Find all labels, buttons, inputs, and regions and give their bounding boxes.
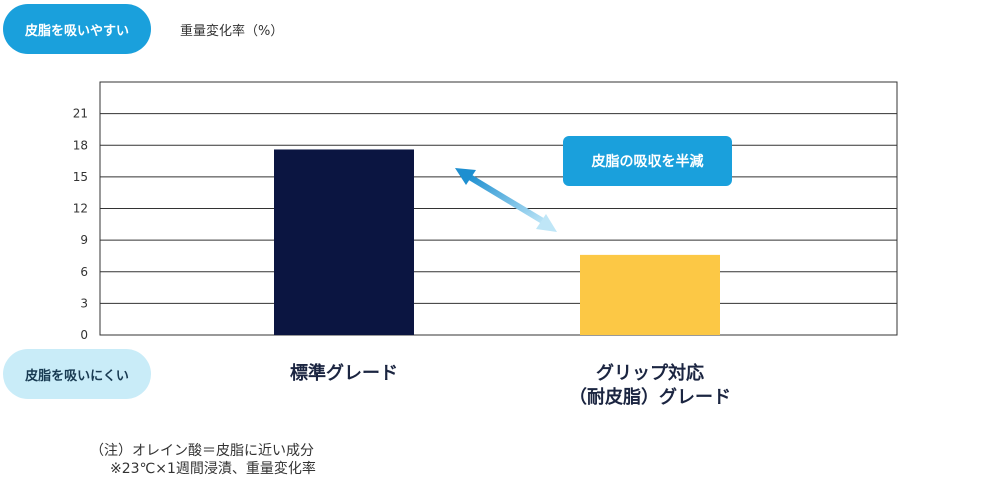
footnote-line-1: （注）オレイン酸＝皮脂に近い成分 bbox=[90, 443, 314, 459]
y-tick-labels: 0 3 6 9 12 15 18 21 bbox=[73, 107, 88, 342]
bar bbox=[274, 149, 414, 335]
y-tick-label: 21 bbox=[73, 107, 88, 121]
category-label: グリップ対応 （耐皮脂）グレード bbox=[569, 363, 731, 408]
low-absorption-label: 皮脂を吸いにくい bbox=[3, 349, 151, 399]
y-tick-label: 15 bbox=[73, 170, 88, 184]
high-absorption-label: 皮脂を吸いやすい bbox=[3, 4, 151, 54]
callout-box: 皮脂の吸収を半減 bbox=[563, 136, 732, 186]
bar bbox=[580, 254, 720, 335]
gridlines bbox=[100, 113, 897, 304]
y-axis-unit-label: 重量変化率（%） bbox=[180, 24, 284, 39]
y-tick-label: 0 bbox=[80, 328, 88, 342]
y-tick-label: 3 bbox=[80, 296, 88, 310]
double-arrow-icon bbox=[455, 168, 557, 232]
footnote-line-2: ※23℃×1週間浸漬、重量変化率 bbox=[110, 461, 316, 477]
y-tick-label: 12 bbox=[73, 202, 88, 216]
y-tick-label: 9 bbox=[80, 233, 88, 247]
y-tick-label: 18 bbox=[73, 138, 88, 152]
bars bbox=[274, 149, 720, 335]
y-tick-label: 6 bbox=[80, 265, 88, 279]
category-label: 標準グレード bbox=[290, 363, 398, 384]
